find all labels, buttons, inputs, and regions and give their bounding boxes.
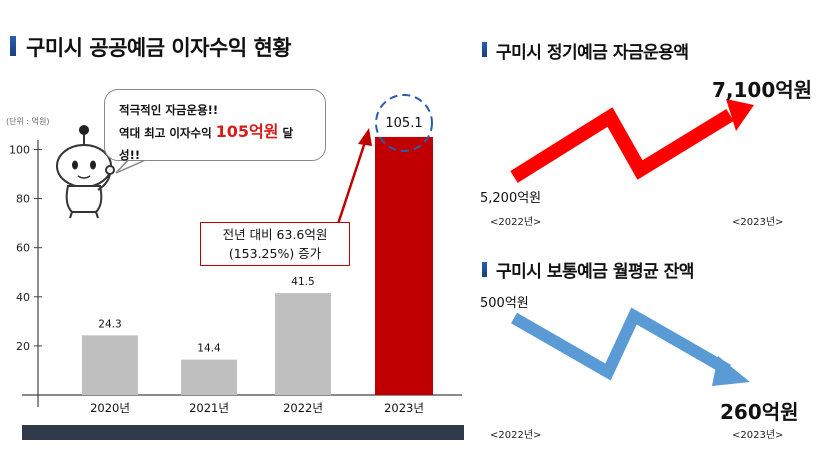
bar-value-label: 105.1 — [385, 116, 422, 131]
callout-line2-prefix: 역대 최고 이자수익 — [119, 126, 216, 140]
y-tick-label: 80 — [16, 193, 30, 206]
demand-deposit-title: 구미시 보통예금 월평균 잔액 — [496, 262, 694, 282]
increase-note-box: 전년 대비 63.6억원 (153.25%) 증가 — [200, 222, 350, 266]
time-deposit-trend-line — [510, 107, 734, 183]
demand-deposit-arrowhead — [712, 356, 750, 386]
demand-deposit-title-marker — [482, 262, 487, 277]
demand-deposit-2022-value: 500억원 — [480, 296, 529, 311]
bar-2022년 — [275, 293, 331, 395]
y-tick-label: 40 — [16, 291, 30, 304]
time-deposit-tick-2022: <2022년> — [490, 217, 542, 228]
footer-bar — [22, 425, 464, 440]
demand-deposit-trend-line — [511, 307, 731, 381]
increase-note-line1: 전년 대비 63.6억원 — [222, 227, 328, 242]
callout-line2: 역대 최고 이자수익 105억원 달성!! — [119, 121, 313, 166]
bar-2021년 — [181, 359, 237, 395]
bar-value-label: 14.4 — [197, 343, 221, 355]
highlight-dashed-circle — [375, 93, 433, 152]
x-tick-label: 2020년 — [90, 401, 130, 415]
demand-deposit-2023-value: 260억원 — [720, 400, 799, 424]
mascot-character — [56, 125, 115, 219]
callout-bubble: 적극적인 자금운용!! 역대 최고 이자수익 105억원 달성!! — [104, 89, 326, 162]
demand-deposit-tick-2023: <2023년> — [732, 430, 784, 441]
time-deposit-2023-value: 7,100억원 — [712, 78, 813, 102]
increase-arrowhead — [358, 128, 372, 146]
demand-deposit-arrow-chart — [511, 307, 750, 386]
x-tick-label: 2022년 — [283, 401, 323, 415]
main-title: 구미시 공공예금 이자수익 현황 — [26, 36, 292, 60]
callout-line2-suffix: 달성!! — [119, 126, 294, 162]
x-tick-label: 2021년 — [189, 401, 229, 415]
bar-value-label: 41.5 — [291, 276, 314, 288]
increase-note-line2: (153.25%) 증가 — [228, 246, 322, 261]
interest-bar-chart: 20 40 60 80 100 2020년 24.3 2021년 14.4 2022년 41.5 20… — [9, 93, 462, 415]
callout-line1: 적극적인 자금운용!! — [119, 103, 219, 117]
y-tick-label: 100 — [9, 143, 30, 156]
bar-value-label: 24.3 — [98, 318, 121, 330]
time-deposit-arrowhead — [726, 99, 754, 131]
time-deposit-arrow-chart — [510, 99, 754, 183]
time-deposit-tick-2023: <2023년> — [732, 217, 784, 228]
time-deposit-title: 구미시 정기예금 자금운용액 — [496, 43, 689, 63]
time-deposit-title-marker — [482, 42, 487, 57]
y-tick-label: 60 — [16, 242, 30, 255]
y-tick-label: 20 — [16, 340, 30, 353]
main-title-marker — [10, 36, 16, 56]
bar-2023년 — [375, 136, 433, 396]
callout-highlight: 105억원 — [215, 122, 279, 141]
bar-2020년 — [82, 335, 138, 395]
x-tick-label: 2023년 — [384, 401, 424, 415]
unit-label: (단위 : 억원) — [6, 117, 50, 126]
demand-deposit-tick-2022: <2022년> — [490, 430, 542, 441]
callout-tail — [115, 157, 151, 174]
increase-arrow-shaft — [336, 141, 367, 225]
time-deposit-2022-value: 5,200억원 — [480, 191, 542, 206]
